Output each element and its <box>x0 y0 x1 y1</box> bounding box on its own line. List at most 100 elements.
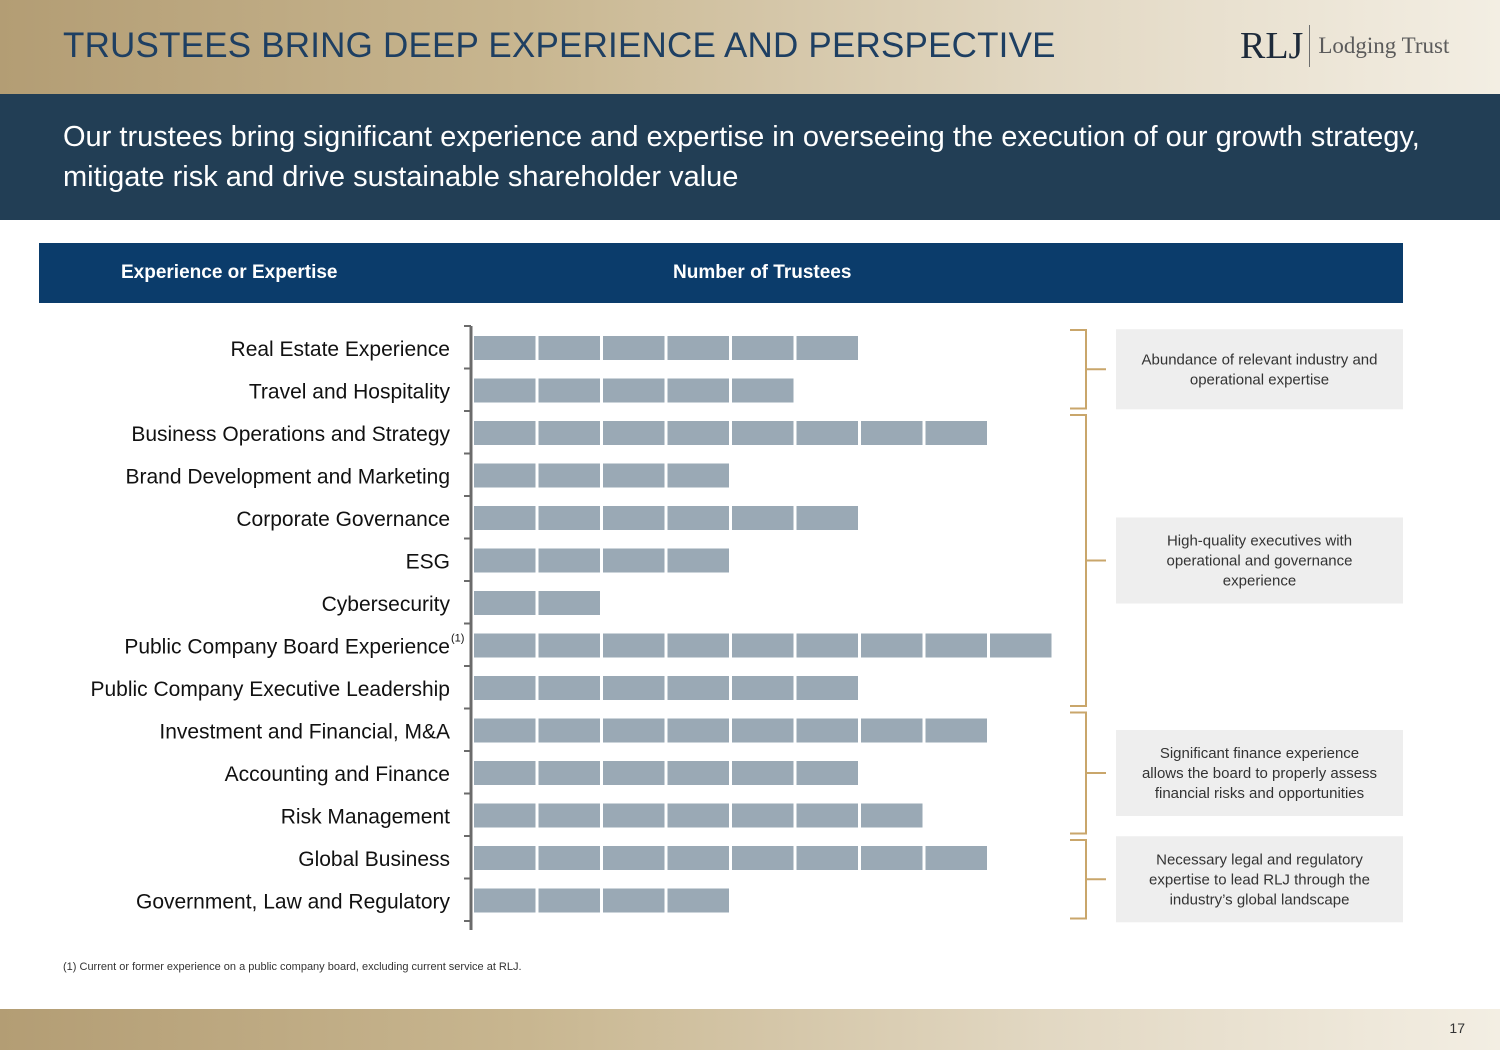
trustee-bar-segment <box>538 803 600 828</box>
callout-text-line: financial risks and opportunities <box>1155 785 1364 802</box>
trustee-bar-segment <box>667 676 729 700</box>
trustee-bar-segment <box>603 463 665 488</box>
trustee-bar-segment <box>538 761 600 785</box>
trustee-bar-segment <box>925 633 987 658</box>
trustee-bar-segment <box>538 463 600 488</box>
trustee-bar-segment <box>796 803 858 828</box>
trustee-bar-segment <box>861 633 923 658</box>
trustee-bar-segment <box>667 548 729 573</box>
trustee-bar-segment <box>603 336 665 360</box>
trustee-bar-segment <box>667 463 729 488</box>
callout-text-line: experience <box>1223 573 1296 590</box>
trustee-bar-segment <box>667 378 729 403</box>
trustee-bar-segment <box>603 803 665 828</box>
trustee-bar-segment <box>732 718 794 743</box>
trustee-bar-segment <box>474 591 536 615</box>
trustee-bar-segment <box>538 846 600 870</box>
trustee-bar-segment <box>796 506 858 530</box>
trustee-bar-segment <box>796 761 858 785</box>
trustee-bar-segment <box>538 336 600 360</box>
trustee-bar-segment <box>603 846 665 870</box>
page-title: TRUSTEES BRING DEEP EXPERIENCE AND PERSP… <box>63 26 1056 65</box>
trustee-bar-segment <box>796 336 858 360</box>
trustee-bar-segment <box>474 676 536 700</box>
callout-box <box>1116 836 1403 923</box>
trustee-bar-segment <box>667 506 729 530</box>
trustee-bar-segment <box>538 718 600 743</box>
callout-text-line: Significant finance experience <box>1160 745 1359 762</box>
trustee-bar-segment <box>732 846 794 870</box>
trustee-bar-segment <box>474 378 536 403</box>
trustee-bar-segment <box>474 421 536 445</box>
group-bracket <box>1070 414 1087 707</box>
category-label: Public Company Executive Leadership <box>90 678 450 701</box>
category-label: Business Operations and Strategy <box>131 423 450 446</box>
category-label: Risk Management <box>281 806 450 829</box>
callout-text: Abundance of relevant industry and operat… <box>1142 351 1378 388</box>
trustee-bar-segment <box>667 336 729 360</box>
trustee-bar-segment <box>732 378 794 403</box>
trustee-bar-segment <box>474 633 536 658</box>
callout-box <box>1116 329 1403 410</box>
callout-text: High-quality executives with operational … <box>1167 533 1353 590</box>
trustee-bar-segment <box>538 378 600 403</box>
category-label: Government, Law and Regulatory <box>136 891 451 914</box>
trustee-bar-segment <box>603 761 665 785</box>
trustee-bar-segment <box>667 761 729 785</box>
callout-box <box>1116 517 1403 604</box>
callout-text-line: allows the board to properly assess <box>1142 765 1377 782</box>
callout-text-line: Abundance of relevant industry and <box>1142 351 1378 368</box>
trustee-bar-segment <box>474 803 536 828</box>
trustee-bar-segment <box>732 761 794 785</box>
trustee-bar-segment <box>667 846 729 870</box>
trustee-bar-segment <box>538 633 600 658</box>
trustee-bar-segment <box>474 463 536 488</box>
trustee-bar-segment <box>538 506 600 530</box>
bottom-band <box>0 1009 1500 1050</box>
trustee-bar-segment <box>474 846 536 870</box>
trustee-bar-segment <box>667 718 729 743</box>
trustee-bar-segment <box>796 718 858 743</box>
subtitle: Our trustees bring significant experienc… <box>63 121 1420 193</box>
callout-text-line: Necessary legal and regulatory <box>1156 851 1363 868</box>
page-number: 17 <box>1449 1020 1465 1036</box>
category-label: Real Estate Experience <box>231 338 450 361</box>
trustee-bar-segment <box>474 718 536 743</box>
trustee-bar-segment <box>603 506 665 530</box>
logo-divider <box>1309 25 1311 67</box>
trustee-bar-segment <box>861 803 923 828</box>
callout-text-line: operational and governance <box>1167 553 1353 570</box>
table-header-bar <box>39 243 1403 303</box>
trustee-bar-segment <box>474 761 536 785</box>
category-label: Travel and Hospitality <box>249 381 451 404</box>
trustee-bar-segment <box>538 676 600 700</box>
trustee-bar-segment <box>861 421 923 445</box>
trustee-bar-segment <box>474 336 536 360</box>
group-bracket <box>1070 329 1087 410</box>
trustee-bar-segment <box>732 336 794 360</box>
category-label: Public Company Board Experience <box>124 636 450 659</box>
group-bracket <box>1070 839 1087 920</box>
category-label: Accounting and Finance <box>225 763 450 786</box>
trustee-bar-segment <box>925 421 987 445</box>
logo-text: Lodging Trust <box>1318 33 1450 58</box>
trustee-bar-segment <box>861 846 923 870</box>
category-label: Corporate Governance <box>236 508 450 531</box>
trustee-bar-segment <box>603 548 665 573</box>
category-label: Investment and Financial, M&A <box>159 721 450 744</box>
trustee-bar-segment <box>796 633 858 658</box>
subtitle-band <box>0 94 1500 220</box>
top-band <box>0 0 1500 94</box>
column-header-expertise: Experience or Expertise <box>121 262 338 283</box>
footnote: (1) Current or former experience on a pu… <box>63 961 522 973</box>
category-label: ESG <box>406 551 450 574</box>
company-logo: RLJ Lodging Trust <box>1240 22 1449 70</box>
callout-text-line: industry’s global landscape <box>1170 891 1350 908</box>
trustee-bar-segment <box>474 548 536 573</box>
trustee-bar-segment <box>667 888 729 913</box>
callout-text-line: expertise to lead RLJ through the <box>1149 871 1370 888</box>
trustee-bar-segment <box>474 888 536 913</box>
trustee-bar-segment <box>732 633 794 658</box>
trustee-bar-segment <box>538 548 600 573</box>
